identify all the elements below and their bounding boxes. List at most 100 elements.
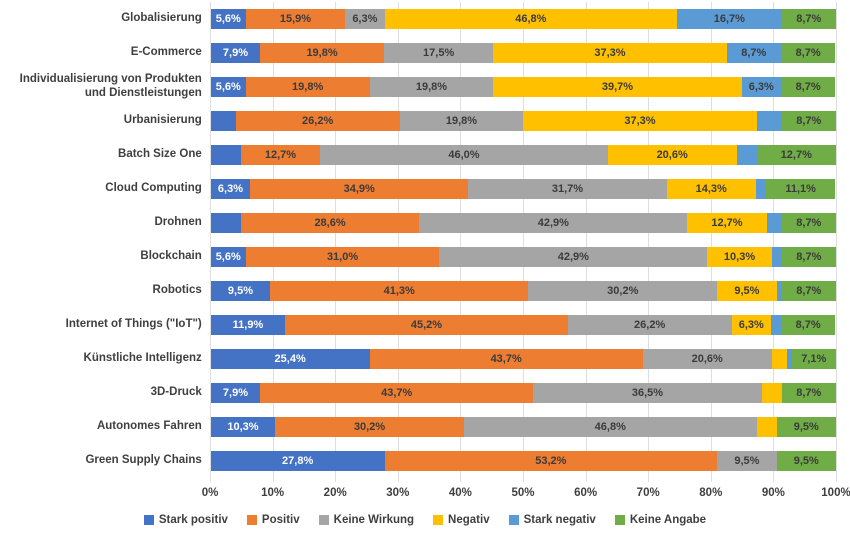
bar-segment: 37,3% (493, 43, 727, 63)
bar-row: Künstliche Intelligenz 25,4% 43,7% 20,6% 7,1… (0, 342, 836, 376)
bar-row: Blockchain 5,6% 31,0% 42,9% 10,3% 8,7% (0, 240, 836, 274)
bar-segment: 5,6% (210, 9, 246, 29)
bar-segment: 25,4% (210, 349, 370, 369)
bar-segment (210, 111, 236, 131)
stacked-bar: 5,6% 19,8% 19,8% 39,7% 6,3% 8,7% (210, 77, 836, 97)
x-axis-tick-label: 100% (821, 487, 850, 499)
bar-segment (776, 281, 782, 301)
bar-row: Robotics 9,5% 41,3% 30,2% 9,5% 8,7% (0, 274, 836, 308)
bar-row: Green Supply Chains 27,8% 53,2% 9,5% 9,5% (0, 444, 836, 478)
legend: Stark positiv Positiv Keine Wirkung Negativ… (0, 514, 850, 526)
x-axis-tick-label: 20% (323, 487, 347, 499)
category-label: Robotics (152, 284, 202, 297)
legend-label: Keine Wirkung (333, 514, 415, 526)
category-label: Urbanisierung (123, 114, 202, 127)
bar-segment (770, 315, 781, 335)
category-label: Künstliche Intelligenz (83, 352, 202, 365)
bar-segment: 8,7% (780, 315, 836, 335)
bar-segment: 30,2% (528, 281, 718, 301)
bar-segment: 6,3% (210, 179, 251, 199)
bar-segment: 8,7% (780, 43, 836, 63)
bar-segment: 8,7% (781, 111, 836, 131)
bar-segment: 8,7% (781, 383, 836, 403)
bar-segment: 42,9% (439, 247, 708, 267)
bar-segment: 45,2% (285, 315, 568, 335)
bar-row: Urbanisierung 26,2% 19,8% 37,3% 8,7% (0, 104, 836, 138)
bar-row: 3D-Druck 7,9% 43,7% 36,5% 8,7% (0, 376, 836, 410)
legend-item: Negativ (433, 514, 490, 526)
category-label: Drohnen (154, 216, 202, 229)
legend-label: Negativ (448, 514, 490, 526)
legend-item: Stark negativ (508, 514, 596, 526)
stacked-bar: 6,3% 34,9% 31,7% 14,3% 11,1% (210, 179, 836, 199)
gridline (773, 2, 775, 482)
x-axis-tick-label: 90% (761, 487, 785, 499)
bar-segment (786, 349, 792, 369)
category-label: Cloud Computing (105, 182, 202, 195)
x-axis: 0% 10% 20% 30% 40% 50% 60% 70% 80% 90% 100% (202, 487, 850, 503)
bar-segment: 43,7% (260, 383, 534, 403)
bar-segment: 46,8% (463, 417, 757, 437)
bar-segment: 9,5% (210, 281, 271, 301)
stacked-bar: 7,9% 19,8% 17,5% 37,3% 8,7% 8,7% (210, 43, 836, 63)
x-axis-tick-label: 30% (386, 487, 410, 499)
bar-segment: 9,5% (717, 451, 777, 471)
bar-segment (766, 213, 782, 233)
bar-row: Drohnen 28,6% 42,9% 12,7% 8,7% (0, 206, 836, 240)
gridline (272, 2, 274, 482)
stacked-bar: 26,2% 19,8% 37,3% 8,7% (210, 111, 836, 131)
bar-segment (756, 111, 782, 131)
stacked-bar: 12,7% 46,0% 20,6% 12,7% (210, 145, 836, 165)
category-label: Internet of Things ("IoT") (65, 318, 202, 331)
legend-swatch-icon (246, 515, 257, 525)
stacked-bar: 27,8% 53,2% 9,5% 9,5% (210, 451, 836, 471)
bar-segment: 43,7% (369, 349, 643, 369)
bar-segment: 8,7% (726, 43, 781, 63)
x-axis-tick-label: 0% (201, 487, 219, 499)
stacked-bar: 7,9% 43,7% 36,5% 8,7% (210, 383, 836, 403)
bar-segment (210, 145, 241, 165)
bar-segment: 19,8% (245, 77, 370, 97)
bar-segment: 9,5% (776, 451, 836, 471)
bar-segment: 20,6% (607, 145, 737, 165)
x-axis-tick-label: 50% (511, 487, 535, 499)
legend-swatch-icon (318, 515, 329, 525)
legend-swatch-icon (508, 515, 519, 525)
category-label: 3D-Druck (150, 386, 202, 399)
x-axis-tick-label: 70% (636, 487, 660, 499)
bar-segment: 8,7% (781, 213, 836, 233)
bar-segment: 42,9% (419, 213, 688, 233)
legend-swatch-icon (614, 515, 625, 525)
bar-segment: 39,7% (493, 77, 742, 97)
bar-segment: 19,8% (369, 77, 494, 97)
category-label: Green Supply Chains (85, 454, 202, 467)
bar-segment: 7,1% (791, 349, 836, 369)
bar-segment: 11,9% (210, 315, 286, 335)
bar-segment: 37,3% (523, 111, 757, 131)
x-axis-tick-label: 40% (448, 487, 472, 499)
bar-segment: 10,3% (210, 417, 276, 437)
category-label: E-Commerce (130, 46, 202, 59)
bar-segment: 5,6% (210, 247, 246, 267)
legend-label: Stark positiv (158, 514, 228, 526)
bar-segment: 8,7% (781, 281, 836, 301)
x-axis-tick-label: 80% (699, 487, 723, 499)
bar-segment (210, 213, 241, 233)
category-label: Globalisierung (121, 12, 202, 25)
gridline (335, 2, 337, 482)
bar-segment: 9,5% (776, 417, 836, 437)
bar-segment: 7,9% (210, 43, 261, 63)
bar-segment: 12,7% (687, 213, 767, 233)
category-label: Autonomes Fahren (96, 420, 202, 433)
bar-segment: 27,8% (210, 451, 385, 471)
gridline (836, 2, 837, 482)
bar-segment: 16,7% (677, 9, 782, 29)
bar-segment: 46,0% (320, 145, 608, 165)
category-label: Individualisierung von Produkten und Die… (19, 73, 202, 99)
stacked-bar: 11,9% 45,2% 26,2% 6,3% 8,7% (210, 315, 836, 335)
gridline (523, 2, 524, 482)
bar-segment: 34,9% (250, 179, 469, 199)
legend-item: Keine Wirkung (318, 514, 415, 526)
gridline (210, 2, 211, 482)
